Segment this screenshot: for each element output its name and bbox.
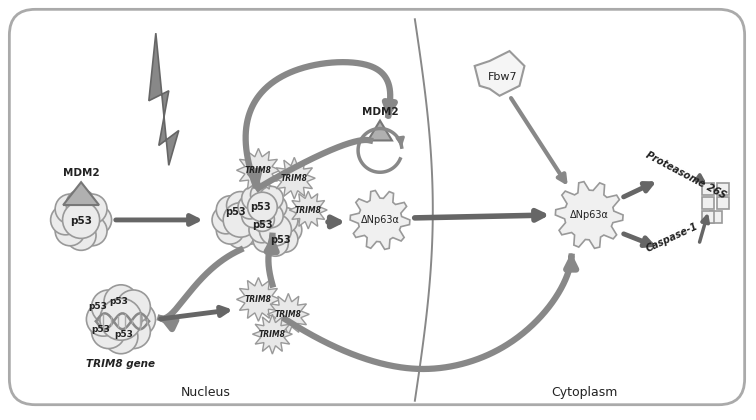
Bar bbox=[717, 183, 729, 195]
Circle shape bbox=[86, 302, 120, 336]
Circle shape bbox=[238, 195, 262, 219]
Polygon shape bbox=[268, 294, 309, 335]
Circle shape bbox=[250, 207, 274, 231]
Text: p53: p53 bbox=[110, 297, 129, 306]
Text: ΔNp63α: ΔNp63α bbox=[570, 210, 609, 220]
Circle shape bbox=[67, 220, 96, 250]
Polygon shape bbox=[274, 158, 315, 199]
Text: p53: p53 bbox=[114, 330, 133, 339]
Circle shape bbox=[262, 231, 288, 256]
Text: Proteasome 26S: Proteasome 26S bbox=[644, 150, 727, 201]
Circle shape bbox=[249, 217, 275, 243]
Bar bbox=[710, 211, 722, 223]
Circle shape bbox=[67, 189, 96, 219]
Circle shape bbox=[55, 216, 85, 246]
Circle shape bbox=[55, 194, 85, 224]
Bar bbox=[702, 183, 714, 195]
Text: TRIM8: TRIM8 bbox=[275, 310, 302, 319]
Circle shape bbox=[100, 298, 142, 340]
Circle shape bbox=[227, 192, 255, 219]
Circle shape bbox=[263, 195, 287, 219]
Circle shape bbox=[250, 183, 274, 207]
Circle shape bbox=[104, 320, 138, 354]
Polygon shape bbox=[368, 121, 392, 140]
Text: TRIM8: TRIM8 bbox=[259, 330, 286, 339]
Circle shape bbox=[259, 204, 284, 228]
Circle shape bbox=[63, 202, 100, 239]
FancyBboxPatch shape bbox=[9, 9, 745, 405]
Text: MDM2: MDM2 bbox=[63, 168, 99, 178]
Text: TRIM8 gene: TRIM8 gene bbox=[86, 359, 156, 369]
Bar bbox=[717, 197, 729, 209]
Polygon shape bbox=[475, 51, 525, 96]
Text: p53: p53 bbox=[252, 220, 273, 230]
Text: ΔNp63α: ΔNp63α bbox=[361, 215, 399, 225]
Circle shape bbox=[272, 207, 298, 233]
Text: Nucleus: Nucleus bbox=[181, 386, 231, 399]
Circle shape bbox=[216, 196, 244, 223]
Circle shape bbox=[116, 290, 150, 324]
Circle shape bbox=[262, 204, 288, 229]
Polygon shape bbox=[64, 182, 99, 205]
Circle shape bbox=[223, 203, 258, 237]
Circle shape bbox=[237, 216, 265, 244]
Text: TRIM8: TRIM8 bbox=[281, 174, 308, 183]
Text: p53: p53 bbox=[225, 207, 246, 217]
Text: p53: p53 bbox=[91, 325, 110, 334]
Circle shape bbox=[82, 205, 112, 235]
Circle shape bbox=[77, 194, 107, 224]
Polygon shape bbox=[237, 148, 280, 192]
Circle shape bbox=[212, 206, 240, 234]
Text: TRIM8: TRIM8 bbox=[245, 295, 272, 304]
Polygon shape bbox=[149, 33, 178, 165]
Circle shape bbox=[242, 204, 265, 228]
Circle shape bbox=[253, 226, 279, 252]
Circle shape bbox=[104, 285, 138, 319]
Polygon shape bbox=[253, 314, 293, 354]
Circle shape bbox=[248, 192, 277, 222]
Circle shape bbox=[259, 214, 292, 246]
Text: Cytoplasm: Cytoplasm bbox=[551, 386, 618, 399]
Text: p53: p53 bbox=[250, 202, 271, 212]
Text: p53: p53 bbox=[270, 235, 290, 245]
Circle shape bbox=[253, 207, 279, 233]
Circle shape bbox=[241, 206, 269, 234]
Circle shape bbox=[116, 315, 150, 349]
Polygon shape bbox=[350, 191, 410, 249]
Text: p53: p53 bbox=[88, 302, 107, 311]
Bar bbox=[702, 211, 714, 223]
Polygon shape bbox=[290, 191, 327, 229]
Circle shape bbox=[91, 290, 125, 324]
Text: Fbw7: Fbw7 bbox=[488, 72, 517, 82]
Circle shape bbox=[227, 220, 255, 248]
Polygon shape bbox=[237, 278, 280, 321]
Circle shape bbox=[77, 216, 107, 246]
Text: TRIM8: TRIM8 bbox=[295, 205, 322, 215]
Text: MDM2: MDM2 bbox=[361, 107, 398, 117]
Polygon shape bbox=[556, 181, 623, 248]
Bar bbox=[702, 197, 714, 209]
Circle shape bbox=[216, 216, 244, 244]
Circle shape bbox=[122, 302, 156, 336]
Circle shape bbox=[276, 217, 302, 243]
Text: Caspase-1: Caspase-1 bbox=[644, 221, 699, 254]
Circle shape bbox=[272, 226, 298, 252]
Circle shape bbox=[91, 315, 125, 349]
Text: TRIM8: TRIM8 bbox=[245, 166, 272, 175]
Circle shape bbox=[259, 186, 284, 210]
Circle shape bbox=[237, 196, 265, 223]
Circle shape bbox=[51, 205, 80, 235]
Text: p53: p53 bbox=[70, 216, 92, 226]
Circle shape bbox=[242, 186, 265, 210]
